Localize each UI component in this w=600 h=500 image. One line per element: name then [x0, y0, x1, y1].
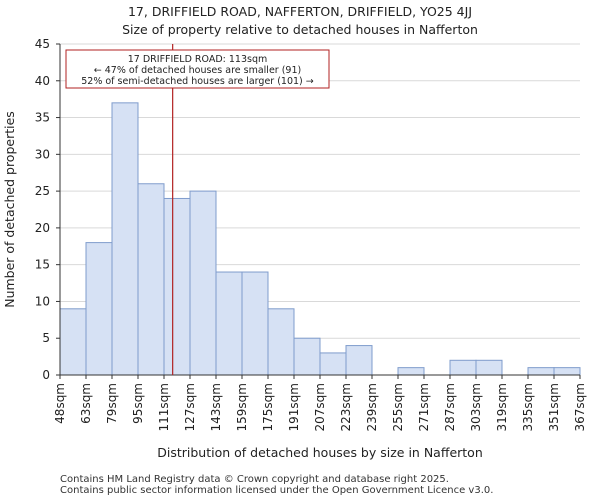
x-axis-title: Distribution of detached houses by size … [157, 445, 483, 460]
x-tick-label: 287sqm [443, 383, 457, 431]
x-tick-label: 95sqm [131, 383, 145, 424]
x-tick-label: 159sqm [235, 383, 249, 431]
x-tick-label: 367sqm [573, 383, 587, 431]
histogram-bar [241, 271, 269, 376]
y-tick-label: 25 [35, 184, 50, 198]
y-axis-title: Number of detached properties [2, 111, 17, 308]
histogram-bar [293, 337, 321, 376]
histogram-bar [397, 367, 425, 376]
x-tick-label: 143sqm [209, 383, 223, 431]
histogram-bar [137, 183, 165, 376]
x-tick-label: 191sqm [287, 383, 301, 431]
histogram-bar [85, 242, 113, 376]
histogram-bar [553, 367, 581, 376]
x-tick-label: 127sqm [183, 383, 197, 431]
annotation-line-1: 17 DRIFFIELD ROAD: 113sqm [128, 54, 268, 65]
histogram-bar [267, 308, 295, 376]
x-tick-label: 255sqm [391, 383, 405, 431]
annotation-line-3: 52% of semi-detached houses are larger (… [81, 76, 314, 87]
footer-line-2: Contains public sector information licen… [60, 485, 494, 496]
histogram-bar [449, 359, 477, 376]
histogram-bar [59, 308, 87, 376]
x-tick-label: 335sqm [521, 383, 535, 431]
x-tick-label: 271sqm [417, 383, 431, 431]
histogram-bar [475, 359, 503, 376]
annotation-box [65, 49, 330, 89]
x-tick-label: 319sqm [495, 383, 509, 431]
y-tick-label: 40 [35, 74, 50, 88]
x-tick-label: 175sqm [261, 383, 275, 431]
y-tick-label: 0 [42, 368, 50, 382]
y-tick-label: 10 [35, 294, 50, 308]
x-tick-label: 79sqm [105, 383, 119, 424]
x-tick-label: 239sqm [365, 383, 379, 431]
histogram-bar [111, 102, 139, 376]
x-tick-label: 303sqm [469, 383, 483, 431]
y-tick-label: 5 [42, 331, 50, 345]
x-tick-label: 207sqm [313, 383, 327, 431]
histogram-bar [163, 197, 191, 376]
footer-line-1: Contains HM Land Registry data © Crown c… [60, 474, 449, 485]
y-tick-label: 45 [35, 37, 50, 51]
histogram-bar [319, 352, 347, 376]
x-tick-label: 223sqm [339, 383, 353, 431]
y-tick-label: 35 [35, 111, 50, 125]
histogram-bar [215, 271, 243, 376]
x-tick-label: 111sqm [157, 383, 171, 431]
y-tick-label: 20 [35, 221, 50, 235]
annotation-line-2: ← 47% of detached houses are smaller (91… [94, 65, 301, 76]
chart-subtitle: Size of property relative to detached ho… [122, 22, 478, 37]
x-tick-label: 351sqm [547, 383, 561, 431]
x-tick-label: 48sqm [53, 383, 67, 424]
y-tick-label: 15 [35, 258, 50, 272]
y-tick-label: 30 [35, 147, 50, 161]
histogram-bar [527, 367, 555, 376]
histogram-bar [345, 345, 373, 376]
x-tick-label: 63sqm [79, 383, 93, 424]
chart-title: 17, DRIFFIELD ROAD, NAFFERTON, DRIFFIELD… [127, 4, 473, 19]
histogram-bar [189, 190, 217, 376]
